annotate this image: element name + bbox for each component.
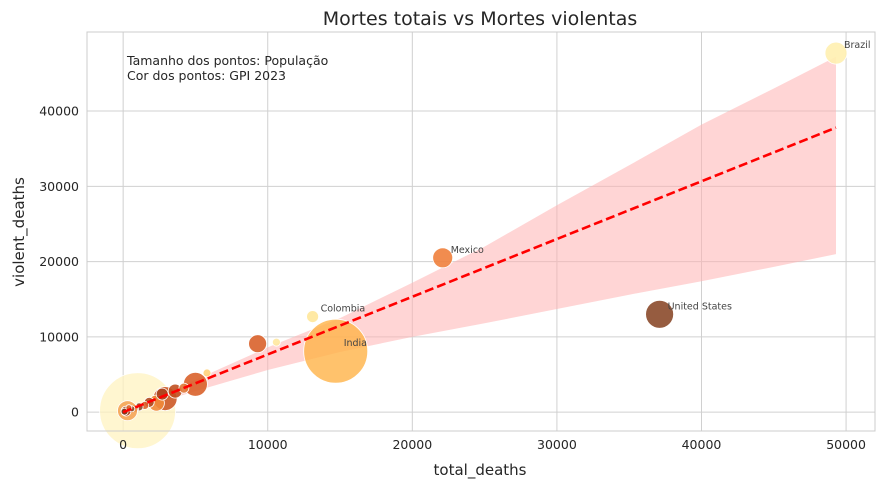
data-point	[645, 299, 674, 329]
data-point	[271, 337, 281, 347]
confidence-band	[127, 56, 836, 413]
data-point	[248, 334, 268, 354]
data-point	[432, 247, 454, 269]
plot-border	[86, 31, 876, 432]
point-labels: India Brazil Mexico United States Colombia	[321, 40, 871, 349]
y-tick-label: 40000	[39, 104, 79, 119]
plot-frame	[86, 31, 876, 432]
y-axis-label: violent_deaths	[10, 177, 29, 287]
data-point	[202, 368, 212, 378]
point-label: India	[344, 338, 367, 349]
x-tick-label: 10000	[248, 437, 288, 452]
data-point	[303, 318, 369, 384]
annotation-color: Cor dos pontos: GPI 2023	[127, 68, 286, 83]
point-label: Brazil	[844, 40, 871, 51]
data-point	[306, 310, 320, 324]
y-tick-label: 0	[71, 405, 79, 420]
data-points	[99, 41, 848, 450]
regression-line	[122, 126, 837, 414]
data-point	[824, 41, 848, 65]
point-label: Colombia	[321, 304, 366, 315]
y-tick-label: 30000	[39, 179, 79, 194]
point-label: United States	[668, 301, 732, 312]
annotation-size: Tamanho dos pontos: População	[126, 53, 328, 68]
x-tick-label: 20000	[392, 437, 432, 452]
chart-title: Mortes totais vs Mortes violentas	[323, 8, 638, 30]
x-tick-label: 0	[119, 437, 127, 452]
tick-labels: 0 10000 20000 30000 40000 50000 0 10000 20000 300…	[39, 104, 866, 452]
x-tick-label: 50000	[826, 437, 866, 452]
x-axis-label: total_deaths	[434, 461, 527, 480]
confidence-band-area	[127, 56, 836, 413]
point-label: Mexico	[451, 245, 484, 256]
x-tick-label: 30000	[537, 437, 577, 452]
regression-dashed-line	[122, 126, 837, 414]
y-tick-label: 20000	[39, 254, 79, 269]
x-tick-label: 40000	[682, 437, 722, 452]
y-tick-label: 10000	[39, 329, 79, 344]
